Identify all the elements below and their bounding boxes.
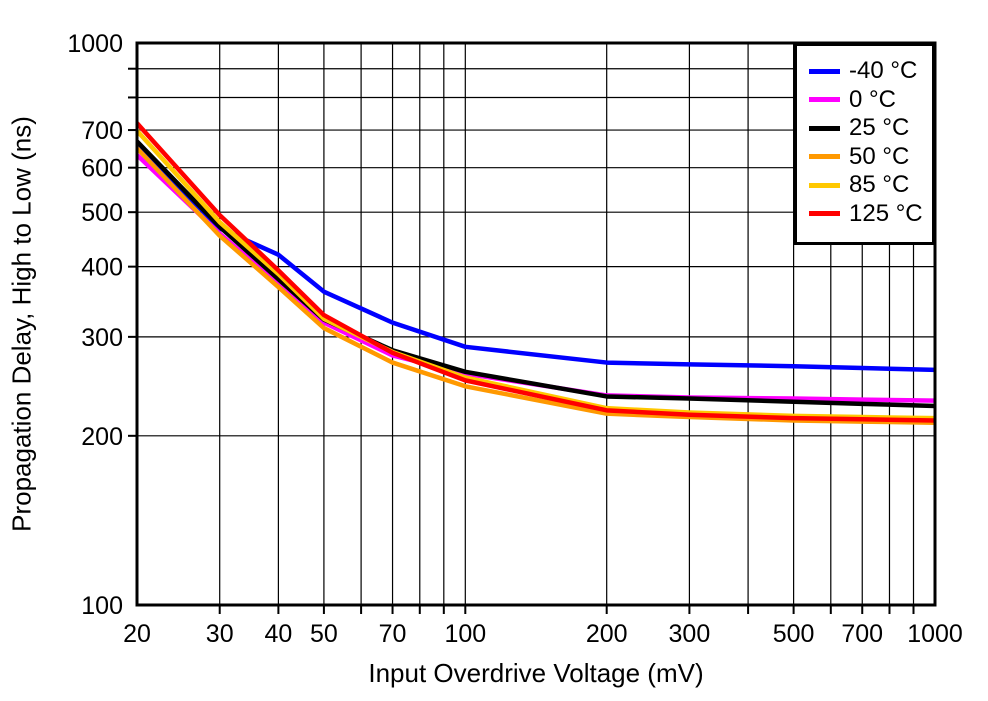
x-tick-label: 40 [264,620,292,648]
legend-swatch-line [809,154,840,160]
x-tick-label: 1000 [907,620,963,648]
legend-label: 25 °C [849,114,910,142]
y-tick-label: 400 [81,254,123,282]
legend-swatch-line [809,68,840,74]
x-tick-label: 100 [444,620,486,648]
x-tick-label: 300 [669,620,711,648]
legend: -40 °C 0 °C 25 °C 50 °C 85 °C 125 °C [794,43,935,245]
series-line-125°C [135,121,936,423]
legend-label: -40 °C [849,57,918,85]
y-tick-label: 300 [81,324,123,352]
legend-swatch-line [809,182,840,188]
y-tick-label: 200 [81,423,123,451]
x-tick-label: 200 [586,620,628,648]
legend-item: 25 °C [809,114,932,143]
x-tick-label: 20 [123,620,151,648]
x-tick-label: 700 [841,620,883,648]
y-tick-label: 100 [81,592,123,620]
y-tick-label: 500 [81,199,123,227]
y-tick-label: 700 [81,117,123,145]
series-line--40°C [135,142,936,373]
x-tick-label: 50 [310,620,338,648]
legend-label: 0 °C [849,85,896,113]
y-tick-label: 1000 [67,30,123,58]
legend-item: 125 °C [809,200,932,229]
series-line-25°C [135,139,936,409]
series-line-50°C [135,146,936,426]
x-axis-title: Input Overdrive Voltage (mV) [368,658,704,688]
x-tick-label: 70 [379,620,407,648]
legend-item: 0 °C [809,86,932,115]
legend-label: 50 °C [849,142,910,170]
legend-swatch-line [809,211,840,217]
legend-swatch-line [809,97,840,103]
x-tick-label: 30 [206,620,234,648]
y-tick-label: 600 [81,155,123,183]
plot-border [135,41,937,607]
legend-swatch-line [809,125,840,131]
x-tick-label: 500 [773,620,815,648]
legend-item: 85 °C [809,171,932,200]
legend-item: -40 °C [809,57,932,86]
series-line-85°C [135,129,936,421]
legend-label: 125 °C [849,199,923,227]
y-axis-title: Propagation Delay, High to Low (ns) [6,116,37,532]
legend-label: 85 °C [849,171,910,199]
legend-item: 50 °C [809,143,932,172]
